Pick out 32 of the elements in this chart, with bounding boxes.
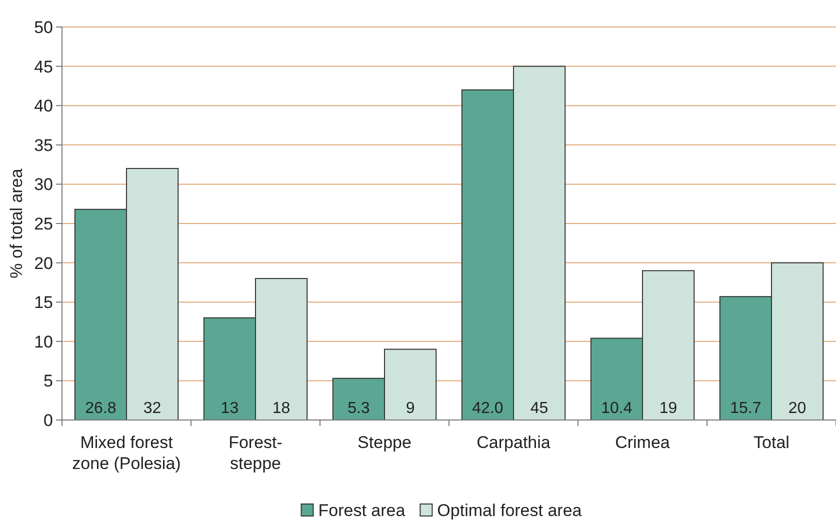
- legend-label: Optimal forest area: [437, 501, 582, 520]
- data-label: 42.0: [472, 400, 504, 417]
- y-tick-label: 20: [34, 254, 53, 273]
- data-label: 18: [272, 400, 290, 417]
- data-label: 15.7: [730, 400, 762, 417]
- data-label: 10.4: [601, 400, 632, 417]
- data-label: 32: [143, 400, 162, 417]
- y-tick-label: 0: [44, 410, 53, 430]
- y-tick-label: 15: [34, 293, 53, 312]
- x-tick-label: Total: [754, 433, 790, 452]
- data-label: 20: [788, 400, 806, 417]
- data-label: 19: [659, 400, 678, 417]
- x-tick-label: Crimea: [615, 433, 670, 452]
- data-label: 13: [220, 400, 239, 417]
- y-tick-label: 45: [34, 57, 53, 76]
- y-tick-label: 25: [34, 214, 53, 234]
- legend-label: Forest area: [318, 501, 406, 520]
- y-tick-label: 10: [34, 332, 53, 352]
- y-axis-title: % of total area: [7, 168, 26, 278]
- x-tick-label: Steppe: [358, 433, 412, 452]
- y-tick-label: 35: [34, 136, 53, 155]
- y-tick-label: 40: [34, 96, 53, 116]
- data-label: 5.3: [348, 400, 370, 417]
- x-tick-label: Mixed forest zone (Polesia): [72, 433, 181, 473]
- data-label: 45: [530, 400, 548, 417]
- data-label: 9: [406, 400, 415, 417]
- data-label: 26.8: [85, 400, 116, 417]
- y-tick-label: 50: [34, 18, 53, 37]
- x-tick-label: Carpathia: [476, 433, 551, 452]
- x-tick-label: Forest-steppe: [228, 433, 282, 473]
- y-tick-label: 30: [34, 175, 53, 194]
- y-tick-label: 5: [44, 372, 53, 391]
